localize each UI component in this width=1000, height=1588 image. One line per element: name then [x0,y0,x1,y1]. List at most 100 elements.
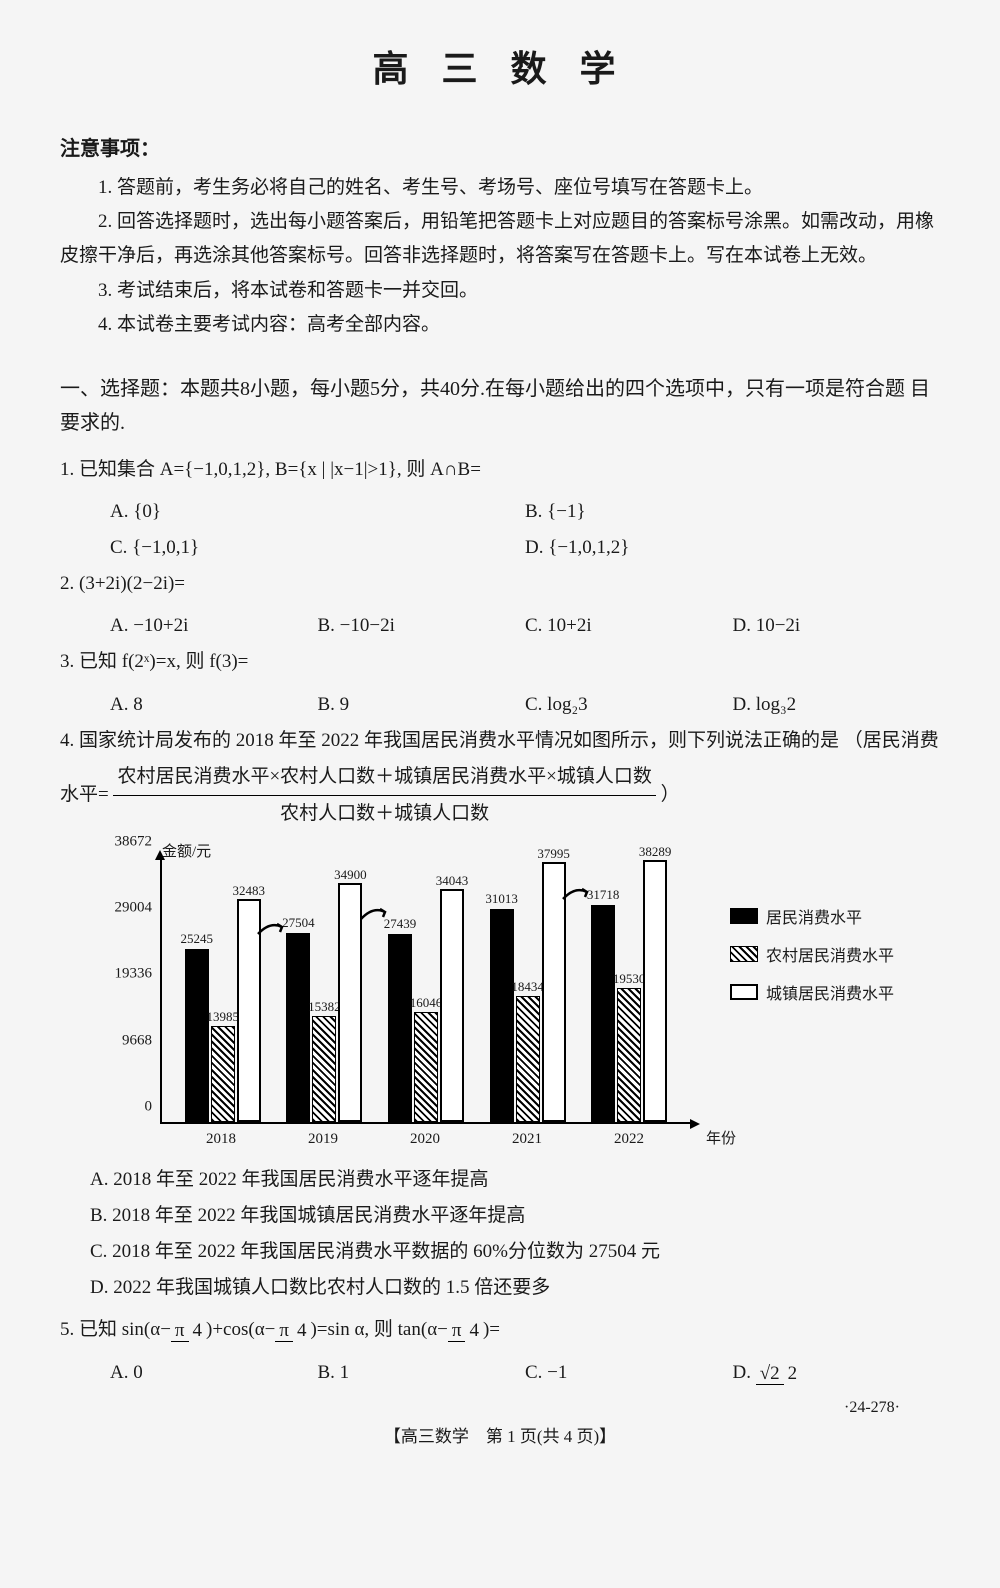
y-axis-title: 金额/元 [162,840,211,861]
formula-suffix: ） [661,784,680,805]
x-axis-title: 年份 [706,1127,736,1148]
bar-chart: 金额/元 09668193362900438672 25245139853248… [100,844,940,1154]
x-tick-label: 2022 [589,1131,669,1148]
option-a: A. 0 [110,1355,318,1392]
question-4: 4. 国家统计局发布的 2018 年至 2022 年我国居民消费水平情况如图所示… [60,723,940,832]
bar-value-label: 15382 [308,999,341,1015]
option-c: C. −1 [525,1355,733,1392]
bar-value-label: 31718 [587,887,620,903]
option-b: B. 1 [318,1355,526,1392]
chart-plot-area: 金额/元 09668193362900438672 25245139853248… [100,844,700,1154]
bar-value-label: 18434 [511,979,544,995]
x-axis-arrow-icon [690,1119,700,1129]
y-tick-label: 0 [145,1098,153,1115]
q5-part: 5. 已知 sin(α− [60,1319,171,1340]
option-d: D. 10−2i [733,608,941,644]
notice-item: 1. 答题前，考生务必将自己的姓名、考生号、考场号、座位号填写在答题卡上。 [60,171,940,205]
question-3: 3. 已知 f(2ˣ)=x, 则 f(3)= [60,644,940,680]
option-c: C. log₂3 [525,687,733,723]
q5-part: )+cos(α− [206,1319,275,1340]
bar-value-label: 25245 [181,931,214,947]
option-b: B. 9 [318,687,526,723]
legend-item: 城镇居民消费水平 [730,980,894,1004]
legend-swatch-icon [730,908,758,924]
bar-value-label: 19530 [613,971,646,987]
bar-value-label: 37995 [537,846,570,862]
bar-group: 274391604634043 [388,889,464,1122]
legend-label: 居民消费水平 [766,904,862,928]
annotation-arrow-icon [560,884,590,904]
option-a: A. 8 [110,687,318,723]
option-b: B. 2018 年至 2022 年我国城镇居民消费水平逐年提高 [90,1198,940,1234]
bar: 31013 [490,909,514,1122]
bar: 13985 [211,1026,235,1122]
option-c: C. 2018 年至 2022 年我国居民消费水平数据的 60%分位数为 275… [90,1234,940,1270]
question-1: 1. 已知集合 A={−1,0,1,2}, B={x | |x−1|>1}, 则… [60,452,940,488]
legend-item: 居民消费水平 [730,904,894,928]
option-a: A. {0} [110,494,525,530]
bar: 27439 [388,934,412,1122]
annotation-arrow-icon [255,919,285,939]
bar-group: 310131843437995 [490,862,566,1122]
option-d: D. √22 [733,1355,941,1392]
bar-group: 317181953038289 [591,860,667,1122]
notice-item: 2. 回答选择题时，选出每小题答案后，用铅笔把答题卡上对应题目的答案标号涂黑。如… [60,205,940,273]
legend-item: 农村居民消费水平 [730,942,894,966]
option-c: C. 10+2i [525,608,733,644]
question-5: 5. 已知 sin(α−π4)+cos(α−π4)=sin α, 则 tan(α… [60,1312,940,1349]
x-tick-label: 2020 [385,1131,465,1148]
x-tick-label: 2019 [283,1131,363,1148]
question-3-options: A. 8 B. 9 C. log₂3 D. log₃2 [60,687,940,723]
page-title: 高 三 数 学 [60,40,940,92]
bar-value-label: 31013 [485,891,518,907]
bar-group: 275041538234900 [286,883,362,1122]
question-4-options: A. 2018 年至 2022 年我国居民消费水平逐年提高 B. 2018 年至… [60,1162,940,1306]
bar-value-label: 13985 [207,1009,240,1025]
option-a: A. −10+2i [110,608,318,644]
bar-value-label: 27439 [384,916,417,932]
bar: 27504 [286,933,310,1121]
q5-part: )=sin α, 则 tan(α− [310,1319,447,1340]
formula-fraction: 农村居民消费水平×农村人口数＋城镇居民消费水平×城镇人口数 农村人口数＋城镇人口… [113,759,655,832]
notice-header: 注意事项： [60,132,940,161]
page-number: ·24-278· [844,1399,900,1417]
bar-value-label: 16046 [410,995,443,1011]
question-1-options: A. {0} B. {−1} C. {−1,0,1} D. {−1,0,1,2} [60,494,940,566]
q5-part: )= [483,1319,500,1340]
option-d: D. {−1,0,1,2} [525,530,940,566]
option-d-prefix: D. [733,1362,756,1383]
question-5-options: A. 0 B. 1 C. −1 D. √22 [60,1355,940,1392]
formula-denominator: 农村人口数＋城镇人口数 [113,796,655,832]
bar-value-label: 27504 [282,915,315,931]
option-d: D. 2022 年我国城镇人口数比农村人口数的 1.5 倍还要多 [90,1270,940,1306]
bar: 34043 [440,889,464,1122]
bar-group: 252451398532483 [185,899,261,1122]
bar: 38289 [643,860,667,1122]
section-header: 一、选择题：本题共8小题，每小题5分，共40分.在每小题给出的四个选项中，只有一… [60,372,940,440]
bar: 18434 [516,996,540,1122]
bar: 25245 [185,949,209,1122]
option-a: A. 2018 年至 2022 年我国居民消费水平逐年提高 [90,1162,940,1198]
option-b: B. {−1} [525,494,940,530]
x-tick-label: 2021 [487,1131,567,1148]
chart-legend: 居民消费水平 农村居民消费水平 城镇居民消费水平 [730,904,894,1018]
question-2: 2. (3+2i)(2−2i)= [60,566,940,602]
bar: 19530 [617,988,641,1122]
fraction-sqrt2-2: √22 [756,1356,801,1392]
question-2-options: A. −10+2i B. −10−2i C. 10+2i D. 10−2i [60,608,940,644]
option-b: B. −10−2i [318,608,526,644]
bar-value-label: 38289 [639,844,672,860]
option-c: C. {−1,0,1} [110,530,525,566]
legend-label: 农村居民消费水平 [766,942,894,966]
question-4-text: 4. 国家统计局发布的 2018 年至 2022 年我国居民消费水平情况如图所示… [60,730,839,751]
y-tick-label: 38672 [115,833,153,850]
fraction-pi4: π4 [171,1313,206,1349]
legend-swatch-icon [730,984,758,1000]
fraction-pi4: π4 [275,1313,310,1349]
formula-numerator: 农村居民消费水平×农村人口数＋城镇居民消费水平×城镇人口数 [113,759,655,796]
x-tick-label: 2018 [181,1131,261,1148]
page-footer: 【高三数学 第 1 页(共 4 页)】 [60,1422,940,1447]
bar: 16046 [414,1012,438,1122]
y-tick-label: 19336 [115,966,153,983]
y-tick-label: 29004 [115,900,153,917]
